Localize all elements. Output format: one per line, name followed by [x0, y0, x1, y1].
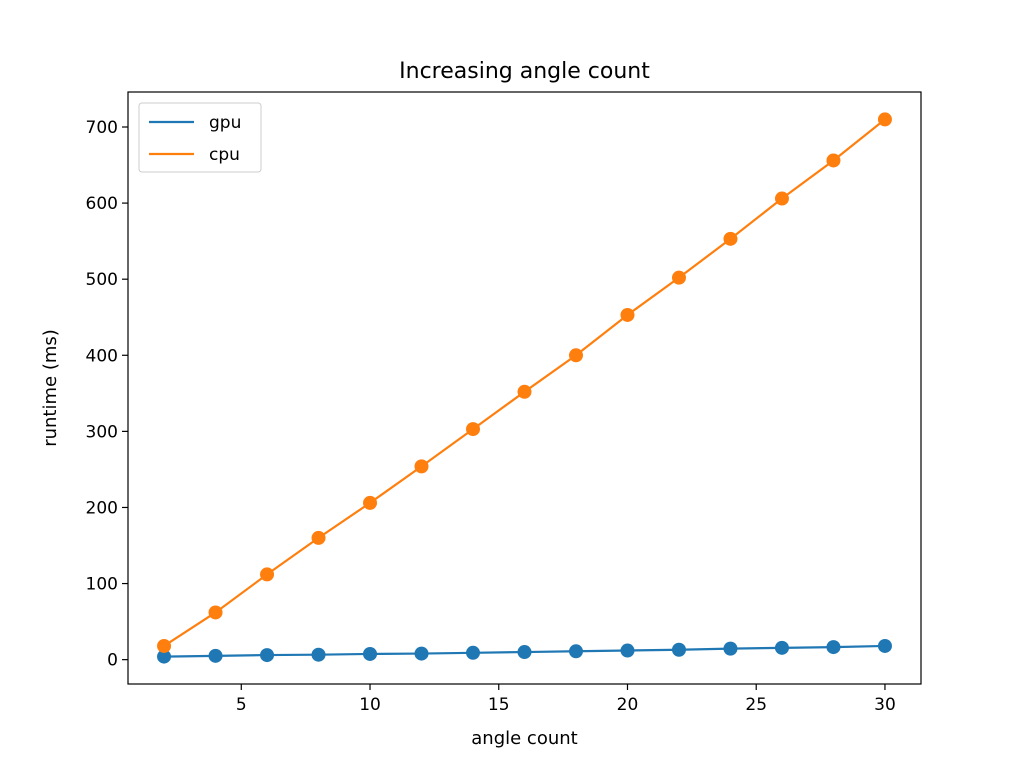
y-tick-label: 600	[86, 194, 118, 214]
data-point-cpu	[208, 605, 223, 620]
y-tick-label: 700	[86, 118, 118, 138]
plot-area	[127, 91, 922, 685]
y-tick-label: 200	[86, 498, 118, 518]
y-tick-label: 0	[107, 651, 118, 671]
data-point-gpu	[466, 645, 481, 660]
y-tick-label: 500	[86, 270, 118, 290]
data-point-gpu	[208, 648, 223, 663]
data-point-gpu	[877, 638, 892, 653]
plot-frame	[127, 91, 922, 685]
data-point-cpu	[568, 348, 583, 363]
data-point-gpu	[620, 643, 635, 658]
data-point-cpu	[517, 384, 532, 399]
data-point-cpu	[826, 153, 841, 168]
legend-label-gpu: gpu	[209, 113, 241, 133]
data-point-cpu	[260, 567, 275, 582]
legend-label-cpu: cpu	[209, 145, 240, 165]
data-point-gpu	[311, 647, 326, 662]
data-point-cpu	[311, 530, 326, 545]
data-point-cpu	[157, 638, 172, 653]
y-axis-label: runtime (ms)	[40, 329, 61, 447]
y-tick-label: 300	[86, 422, 118, 442]
legend-box	[138, 102, 262, 173]
data-point-cpu	[877, 112, 892, 127]
data-point-cpu	[723, 231, 738, 246]
data-point-cpu	[774, 191, 789, 206]
x-tick-label: 15	[488, 695, 510, 715]
x-axis-label: angle count	[471, 728, 577, 749]
data-point-gpu	[363, 646, 378, 661]
data-point-gpu	[157, 649, 172, 664]
data-point-gpu	[671, 642, 686, 657]
data-point-cpu	[466, 422, 481, 437]
data-point-gpu	[568, 644, 583, 659]
x-tick-label: 30	[874, 695, 896, 715]
x-tick-label: 10	[359, 695, 381, 715]
data-point-gpu	[414, 646, 429, 661]
chart-title: Increasing angle count	[399, 59, 650, 84]
data-point-cpu	[363, 495, 378, 510]
data-point-cpu	[671, 270, 686, 285]
x-tick-label: 5	[236, 695, 247, 715]
data-point-gpu	[260, 648, 275, 663]
data-point-cpu	[620, 307, 635, 322]
y-tick-label: 400	[86, 346, 118, 366]
x-tick-label: 20	[617, 695, 639, 715]
data-point-gpu	[723, 641, 738, 656]
x-axis: 5 10 15 20 25 30	[236, 684, 896, 715]
data-point-cpu	[414, 459, 429, 474]
data-point-gpu	[826, 640, 841, 655]
y-axis: 0 100 200 300 400 500 600 700	[86, 118, 128, 671]
series-layer	[157, 112, 892, 664]
x-tick-label: 25	[745, 695, 767, 715]
y-tick-label: 100	[86, 575, 118, 595]
legend: gpu cpu	[138, 102, 262, 173]
data-point-gpu	[517, 645, 532, 660]
data-point-gpu	[774, 640, 789, 655]
